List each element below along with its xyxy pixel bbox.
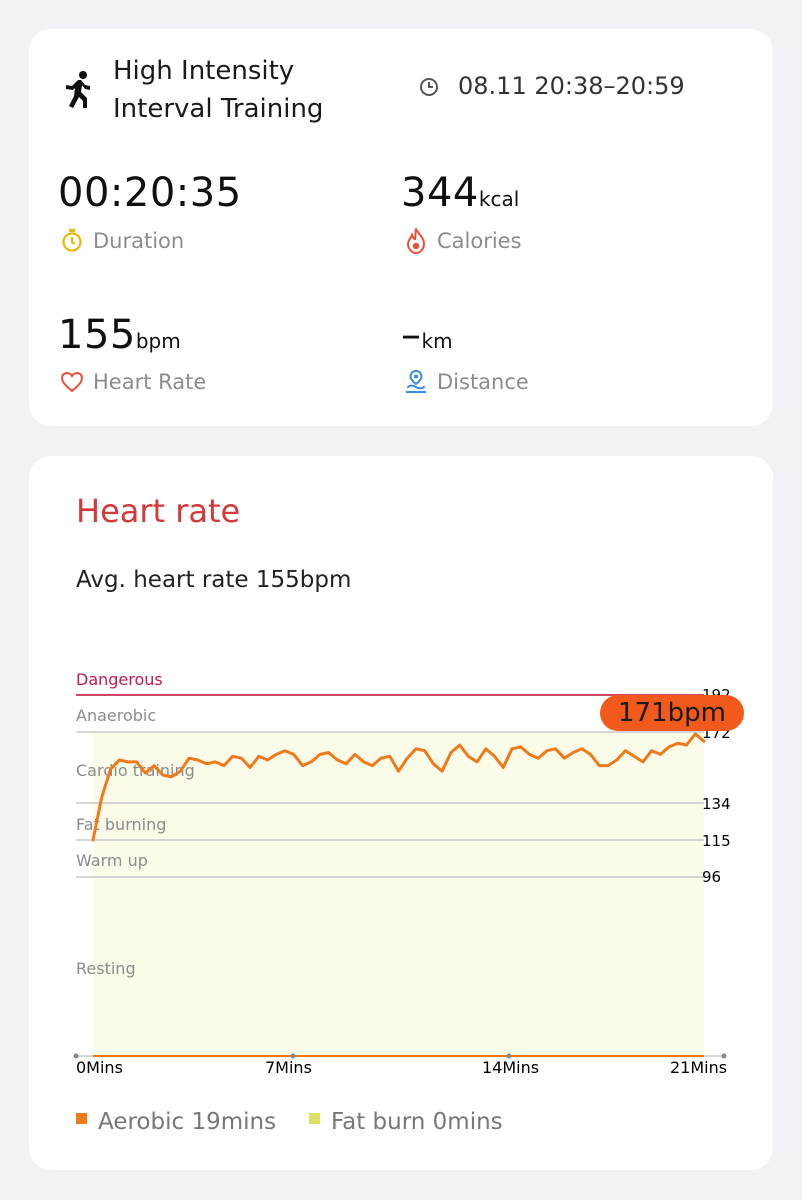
- heart-icon: [60, 371, 84, 393]
- calories-unit: kcal: [478, 187, 520, 211]
- clock-icon: [420, 78, 438, 96]
- average-heart-rate-text: Avg. heart rate 155bpm: [76, 567, 352, 593]
- workout-title-line2: Interval Training: [113, 94, 324, 124]
- calories-value-group: 344kcal: [401, 170, 519, 216]
- legend-swatch-aerobic: [76, 1113, 87, 1124]
- location-pin-icon: [406, 369, 426, 393]
- legend-swatch-fat-burn: [309, 1113, 320, 1124]
- heart-rate-card: Heart rate Avg. heart rate 155bpm: [29, 456, 773, 1170]
- heart-rate-unit: bpm: [135, 329, 181, 353]
- heart-rate-label: Heart Rate: [93, 370, 207, 394]
- distance-label: Distance: [437, 370, 529, 394]
- duration-value: 00:20:35: [58, 170, 242, 216]
- duration-label: Duration: [93, 229, 185, 253]
- stopwatch-icon: [62, 229, 82, 252]
- distance-value: –: [401, 312, 422, 358]
- workout-time-range: 08.11 20:38–20:59: [458, 72, 685, 100]
- calories-label: Calories: [437, 229, 522, 253]
- running-icon: [66, 71, 90, 108]
- flame-icon: [406, 228, 426, 254]
- workout-summary-card: High Intensity Interval Training 08.11 2…: [29, 29, 773, 426]
- heart-rate-value-group: 155bpm: [58, 312, 181, 358]
- bottom-background: [0, 1180, 802, 1200]
- calories-value: 344: [401, 170, 479, 216]
- legend-aerobic: Aerobic 19mins: [98, 1109, 277, 1135]
- heart-rate-section-title: Heart rate: [76, 492, 241, 530]
- workout-title-line1: High Intensity: [113, 56, 295, 86]
- heart-rate-value: 155: [58, 312, 136, 358]
- max-heart-rate-badge: 171bpm: [600, 695, 744, 731]
- distance-value-group: –km: [401, 312, 453, 358]
- legend-fat-burn: Fat burn 0mins: [331, 1109, 503, 1135]
- distance-unit: km: [421, 329, 453, 353]
